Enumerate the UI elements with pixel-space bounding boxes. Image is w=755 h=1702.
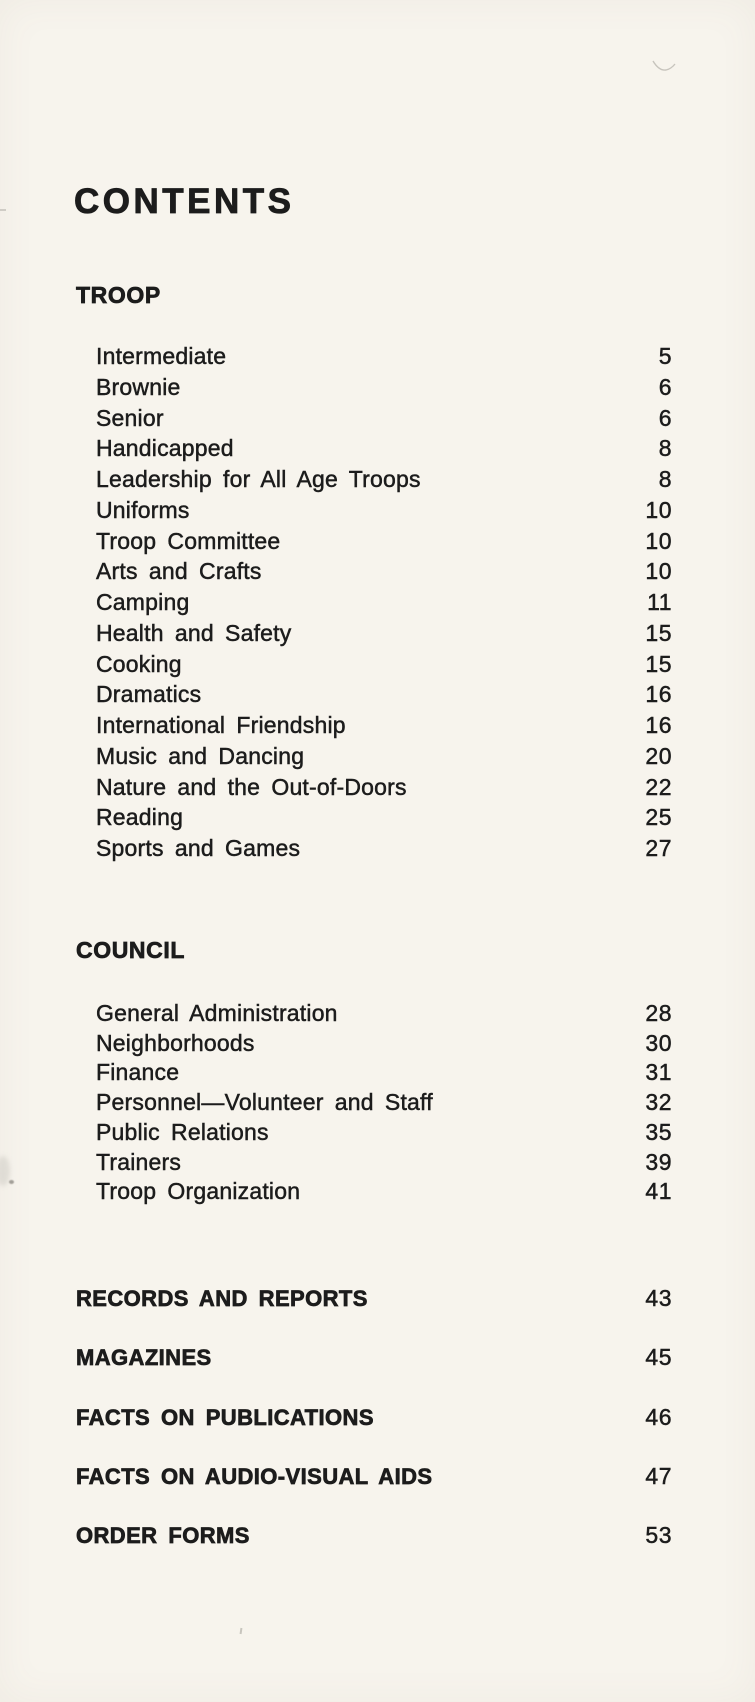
toc-page-number: 16 — [645, 681, 672, 708]
toc-item-label: Handicapped — [96, 435, 234, 462]
toc-row: International Friendship 16 — [76, 710, 672, 741]
toc-page-number: 11 — [647, 589, 672, 615]
toc-page-number: 45 — [645, 1344, 672, 1371]
toc-item-label: Health and Safety — [96, 619, 292, 646]
toc-row: Arts and Crafts 10 — [76, 556, 672, 587]
toc-item-label: Reading — [96, 804, 184, 831]
toc-entry-label: ORDER FORMS — [76, 1523, 250, 1549]
toc-item-label: International Friendship — [96, 712, 346, 738]
toc-item-label: Trainers — [96, 1148, 182, 1175]
toc-item-label: Troop Committee — [96, 527, 281, 554]
toc-page-number: 31 — [645, 1059, 672, 1086]
toc-page-number: 8 — [658, 435, 672, 462]
toc-page-number: 8 — [658, 466, 672, 492]
toc-item-label: Leadership for All Age Troops — [96, 466, 421, 492]
toc-row: Music and Dancing 20 — [76, 741, 672, 772]
toc-entry-row: ORDER FORMS 53 — [76, 1506, 672, 1565]
toc-page-number: 16 — [645, 712, 672, 738]
toc-item-label: Dramatics — [96, 681, 202, 708]
toc-entry-label: FACTS ON AUDIO-VISUAL AIDS — [76, 1463, 433, 1489]
toc-row: Health and Safety 15 — [76, 618, 672, 649]
toc-row: Cooking 15 — [76, 649, 672, 680]
toc-page-number: 5 — [658, 343, 672, 369]
scan-artifact-smudge — [0, 1156, 10, 1186]
toc-row: Sports and Games 27 — [76, 833, 672, 864]
toc-row: Reading 25 — [76, 802, 672, 833]
toc-item-label: General Administration — [96, 1000, 338, 1026]
scan-artifact-dash — [0, 209, 6, 211]
toc-page-number: 41 — [645, 1178, 672, 1205]
toc-entry-row: RECORDS AND REPORTS 43 — [76, 1269, 672, 1328]
toc-page-number: 46 — [645, 1403, 672, 1430]
toc-item-label: Sports and Games — [96, 835, 301, 861]
toc-row: Handicapped 8 — [76, 433, 672, 464]
toc-page-number: 20 — [645, 742, 672, 769]
toc-entry-row: FACTS ON AUDIO-VISUAL AIDS 47 — [76, 1447, 672, 1506]
toc-entry-label: MAGAZINES — [76, 1345, 212, 1371]
toc-row: Troop Organization 41 — [76, 1177, 672, 1207]
toc-row: Nature and the Out-of-Doors 22 — [76, 772, 672, 803]
toc-page-number: 22 — [645, 773, 672, 800]
toc-item-label: Camping — [96, 589, 190, 615]
toc-page-number: 53 — [645, 1522, 672, 1548]
toc-row: Trainers 39 — [76, 1148, 672, 1178]
section-heading-troop: TROOP — [76, 282, 161, 308]
toc-item-label: Uniforms — [96, 496, 190, 523]
toc-item-label: Neighborhoods — [96, 1029, 255, 1056]
toc-page-number: 6 — [658, 404, 672, 431]
toc-item-label: Intermediate — [96, 343, 227, 369]
toc-item-label: Brownie — [96, 373, 181, 400]
toc-row: Personnel—Volunteer and Staff 32 — [76, 1088, 672, 1118]
toc-item-label: Cooking — [96, 650, 182, 677]
toc-page-number: 25 — [645, 804, 672, 831]
toc-item-label: Personnel—Volunteer and Staff — [96, 1089, 433, 1116]
toc-page-number: 32 — [645, 1089, 672, 1116]
toc-page-number: 47 — [645, 1462, 672, 1489]
toc-row: Leadership for All Age Troops 8 — [76, 464, 672, 495]
toc-item-label: Senior — [96, 404, 164, 431]
toc-row: Camping 11 — [76, 587, 672, 618]
toc-row: Finance 31 — [76, 1058, 672, 1088]
toc-item-label: Nature and the Out-of-Doors — [96, 773, 407, 800]
toc-item-label: Arts and Crafts — [96, 558, 262, 585]
toc-page-number: 28 — [645, 1000, 672, 1026]
toc-item-label: Music and Dancing — [96, 742, 305, 769]
toc-row: Dramatics 16 — [76, 679, 672, 710]
toc-row: General Administration 28 — [76, 999, 672, 1029]
toc-row: Uniforms 10 — [76, 495, 672, 526]
toc-page-number: 43 — [645, 1285, 672, 1311]
council-toc-list: General Administration 28 Neighborhoods 30… — [76, 999, 672, 1207]
toc-item-label: Finance — [96, 1059, 180, 1086]
toc-entry-row: MAGAZINES 45 — [76, 1328, 672, 1387]
toc-row: Troop Committee 10 — [76, 526, 672, 557]
toc-row: Intermediate 5 — [76, 341, 672, 372]
toc-page-number: 39 — [645, 1148, 672, 1175]
toc-row: Senior 6 — [76, 403, 672, 434]
toc-page-number: 27 — [645, 835, 672, 861]
toc-item-label: Troop Organization — [96, 1178, 301, 1205]
toc-entry-label: RECORDS AND REPORTS — [76, 1286, 368, 1312]
toc-page-number: 15 — [645, 619, 672, 646]
toc-row: Brownie 6 — [76, 372, 672, 403]
toc-page-number: 15 — [645, 650, 672, 677]
toc-entry-row: FACTS ON PUBLICATIONS 46 — [76, 1388, 672, 1447]
top-level-entry-list: RECORDS AND REPORTS 43 MAGAZINES 45 FACTS … — [76, 1269, 672, 1565]
scan-artifact-squiggle — [652, 60, 676, 71]
toc-item-label: Public Relations — [96, 1118, 269, 1145]
toc-page-number: 35 — [645, 1118, 672, 1145]
scan-artifact-dot — [9, 1180, 14, 1184]
toc-page-number: 30 — [645, 1029, 672, 1056]
toc-row: Public Relations 35 — [76, 1118, 672, 1148]
troop-toc-list: Intermediate 5 Brownie 6 Senior 6 Handicapp… — [76, 341, 672, 864]
toc-page-number: 10 — [645, 527, 672, 554]
section-heading-council: COUNCIL — [76, 937, 185, 963]
toc-row: Neighborhoods 30 — [76, 1029, 672, 1059]
toc-entry-label: FACTS ON PUBLICATIONS — [76, 1404, 374, 1430]
page-title: CONTENTS — [74, 182, 295, 221]
toc-page-number: 6 — [658, 373, 672, 400]
toc-page-number: 10 — [645, 496, 672, 523]
scan-artifact-speck — [239, 1627, 243, 1635]
toc-page-number: 10 — [645, 558, 672, 585]
